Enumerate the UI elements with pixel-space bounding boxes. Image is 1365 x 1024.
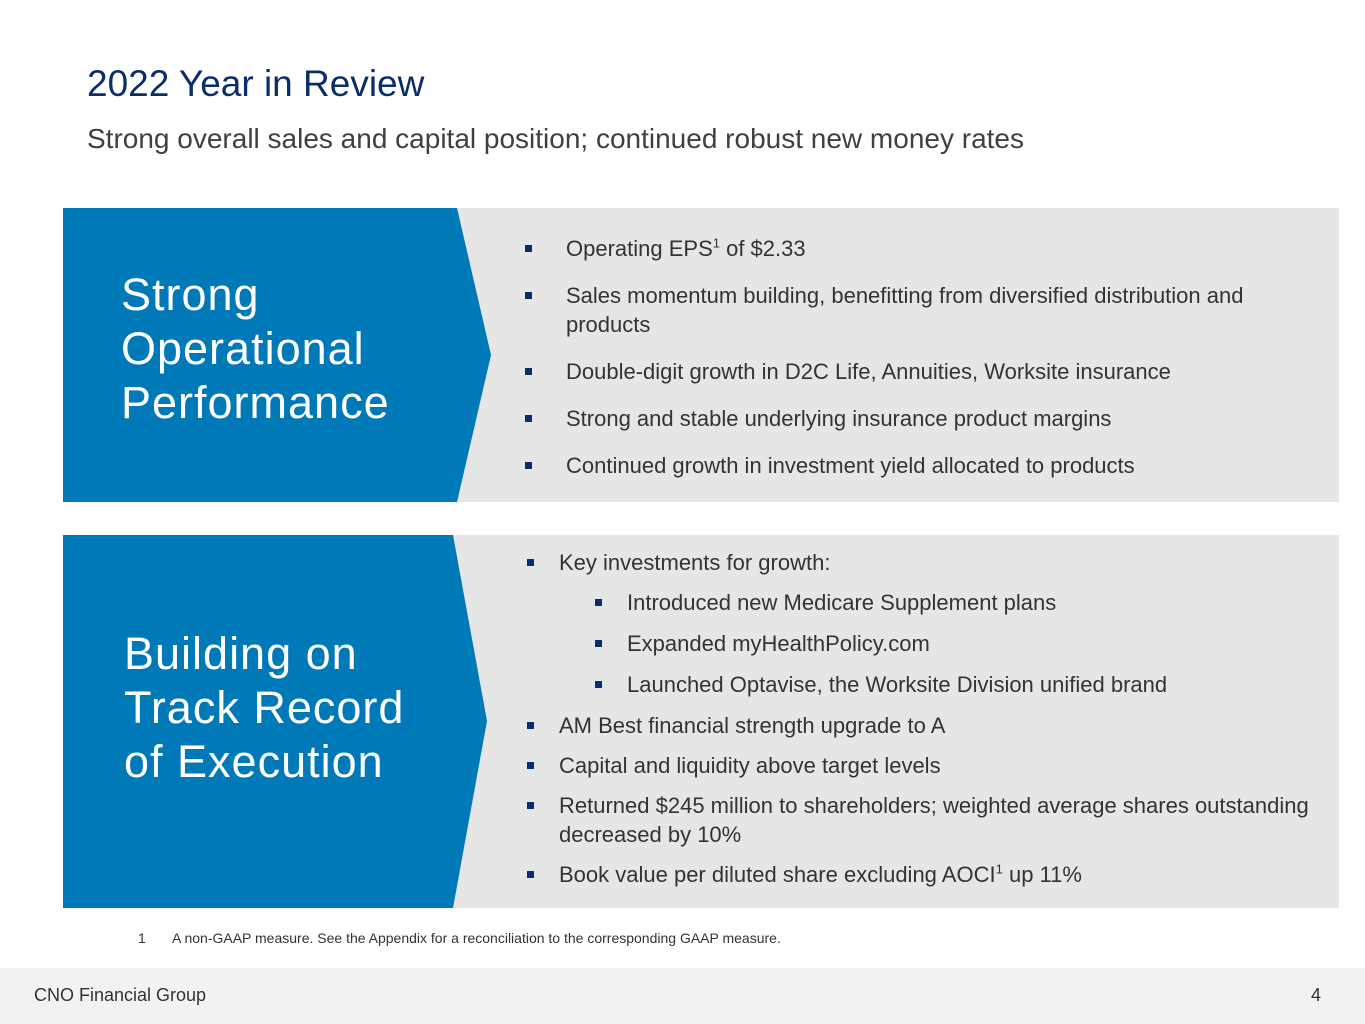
bullet-item: Returned $245 million to shareholders; w… bbox=[527, 791, 1317, 849]
bullet-item: Capital and liquidity above target level… bbox=[527, 751, 1317, 780]
bullet-item: Operating EPS1 of $2.33 bbox=[525, 234, 1315, 263]
footnote-text: A non-GAAP measure. See the Appendix for… bbox=[172, 930, 781, 946]
square-bullet-icon bbox=[525, 292, 532, 299]
footer-bar: CNO Financial Group 4 bbox=[0, 968, 1365, 1024]
square-bullet-icon bbox=[527, 559, 534, 566]
square-bullet-icon bbox=[525, 462, 532, 469]
footer-company-name: CNO Financial Group bbox=[34, 985, 207, 1005]
panel-heading-line: Operational bbox=[121, 323, 365, 374]
square-bullet-icon bbox=[595, 599, 602, 606]
bullet-item: Key investments for growth: bbox=[527, 548, 1317, 577]
footnote-marker: 1 bbox=[712, 235, 720, 251]
bullet-item: Book value per diluted share excluding A… bbox=[527, 860, 1317, 889]
panel-heading-line: Building on bbox=[124, 628, 358, 679]
slide-title: 2022 Year in Review bbox=[87, 63, 425, 104]
operational-bullet-list: Operating EPS1 of $2.33 Sales momentum b… bbox=[525, 234, 1315, 498]
panel-heading-line: Track Record bbox=[124, 682, 405, 733]
bullet-item: AM Best financial strength upgrade to A bbox=[527, 711, 1317, 740]
bullet-item: Continued growth in investment yield all… bbox=[525, 451, 1315, 480]
sub-bullet-item: Expanded myHealthPolicy.com bbox=[527, 629, 1317, 658]
square-bullet-icon bbox=[525, 368, 532, 375]
square-bullet-icon bbox=[527, 871, 534, 878]
execution-bullet-list: Key investments for growth: Introduced n… bbox=[527, 548, 1317, 900]
sub-bullet-item: Introduced new Medicare Supplement plans bbox=[527, 588, 1317, 617]
footnote: 1 A non-GAAP measure. See the Appendix fo… bbox=[138, 930, 781, 946]
panel-heading-line: Strong bbox=[121, 269, 260, 320]
square-bullet-icon bbox=[595, 640, 602, 647]
footnote-marker: 1 bbox=[995, 861, 1003, 877]
bullet-item: Strong and stable underlying insurance p… bbox=[525, 404, 1315, 433]
panel-heading-line: Performance bbox=[121, 377, 390, 428]
footnote-number: 1 bbox=[138, 930, 146, 946]
square-bullet-icon bbox=[527, 762, 534, 769]
bullet-item: Sales momentum building, benefitting fro… bbox=[525, 281, 1315, 339]
square-bullet-icon bbox=[595, 681, 602, 688]
panel-heading-line: of Execution bbox=[124, 736, 384, 787]
panel-heading-operational: Strong Operational Performance bbox=[121, 268, 390, 430]
chevron-track-record bbox=[63, 535, 487, 908]
slide-subtitle: Strong overall sales and capital positio… bbox=[87, 123, 1024, 154]
bullet-item: Double-digit growth in D2C Life, Annuiti… bbox=[525, 357, 1315, 386]
chevron-operational-performance bbox=[63, 208, 491, 502]
square-bullet-icon bbox=[525, 245, 532, 252]
page-number: 4 bbox=[1310, 985, 1321, 1005]
panel-heading-execution: Building on Track Record of Execution bbox=[124, 627, 404, 789]
square-bullet-icon bbox=[527, 722, 534, 729]
square-bullet-icon bbox=[525, 415, 532, 422]
sub-bullet-item: Launched Optavise, the Worksite Division… bbox=[527, 670, 1317, 699]
square-bullet-icon bbox=[527, 802, 534, 809]
